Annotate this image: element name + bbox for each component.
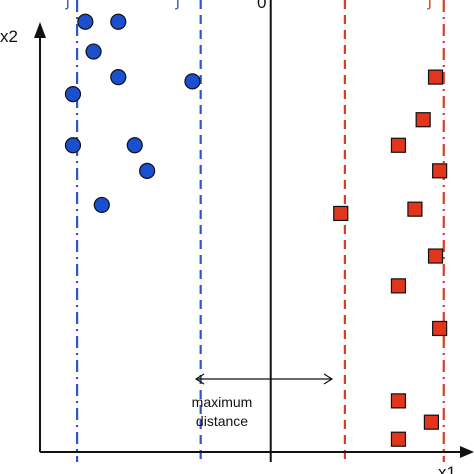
y-axis-label: x2 [0, 27, 18, 46]
red-square-point [407, 201, 423, 217]
red-top-right-mark: ʃ [427, 0, 433, 10]
red-square-point [390, 278, 407, 294]
x-axis-arrowhead [460, 446, 474, 458]
x-axis-label: x1 [438, 463, 456, 474]
annotation-line-2: distance [196, 413, 248, 429]
blue-circle-point [77, 13, 94, 30]
red-square-point [390, 137, 407, 153]
blue-circle-point [93, 196, 110, 214]
annotation-line-1: maximum [192, 394, 253, 410]
distance-arrowhead-left [194, 373, 205, 385]
data-points [64, 13, 448, 447]
red-square-point [423, 414, 439, 430]
red-square-point [415, 112, 431, 128]
red-square-point [427, 69, 444, 85]
blue-circle-point [139, 162, 156, 179]
distance-arrowhead-right [323, 373, 334, 385]
red-square-point [427, 248, 444, 264]
blue-circle-point [64, 86, 82, 103]
blue-circle-point [64, 137, 82, 154]
red-square-point [390, 393, 407, 409]
red-square-point [333, 205, 349, 222]
blue-top-right-mark: ʃ [175, 0, 181, 10]
boundary-top-label: 0 [257, 0, 266, 12]
reference-lines [75, 0, 445, 462]
blue-circle-point [184, 73, 201, 90]
blue-circle-point [110, 13, 127, 30]
red-square-point [432, 163, 448, 179]
blue-circle-point [126, 137, 143, 154]
blue-circle-point [110, 69, 127, 86]
axes [34, 22, 474, 458]
maximum-distance-annotation: maximum distance [192, 373, 334, 429]
red-square-point [390, 431, 407, 447]
blue-circle-point [85, 43, 102, 60]
red-square-point [432, 320, 448, 337]
blue-top-left-mark: ʃ [65, 0, 71, 10]
y-axis-arrowhead [34, 22, 46, 38]
